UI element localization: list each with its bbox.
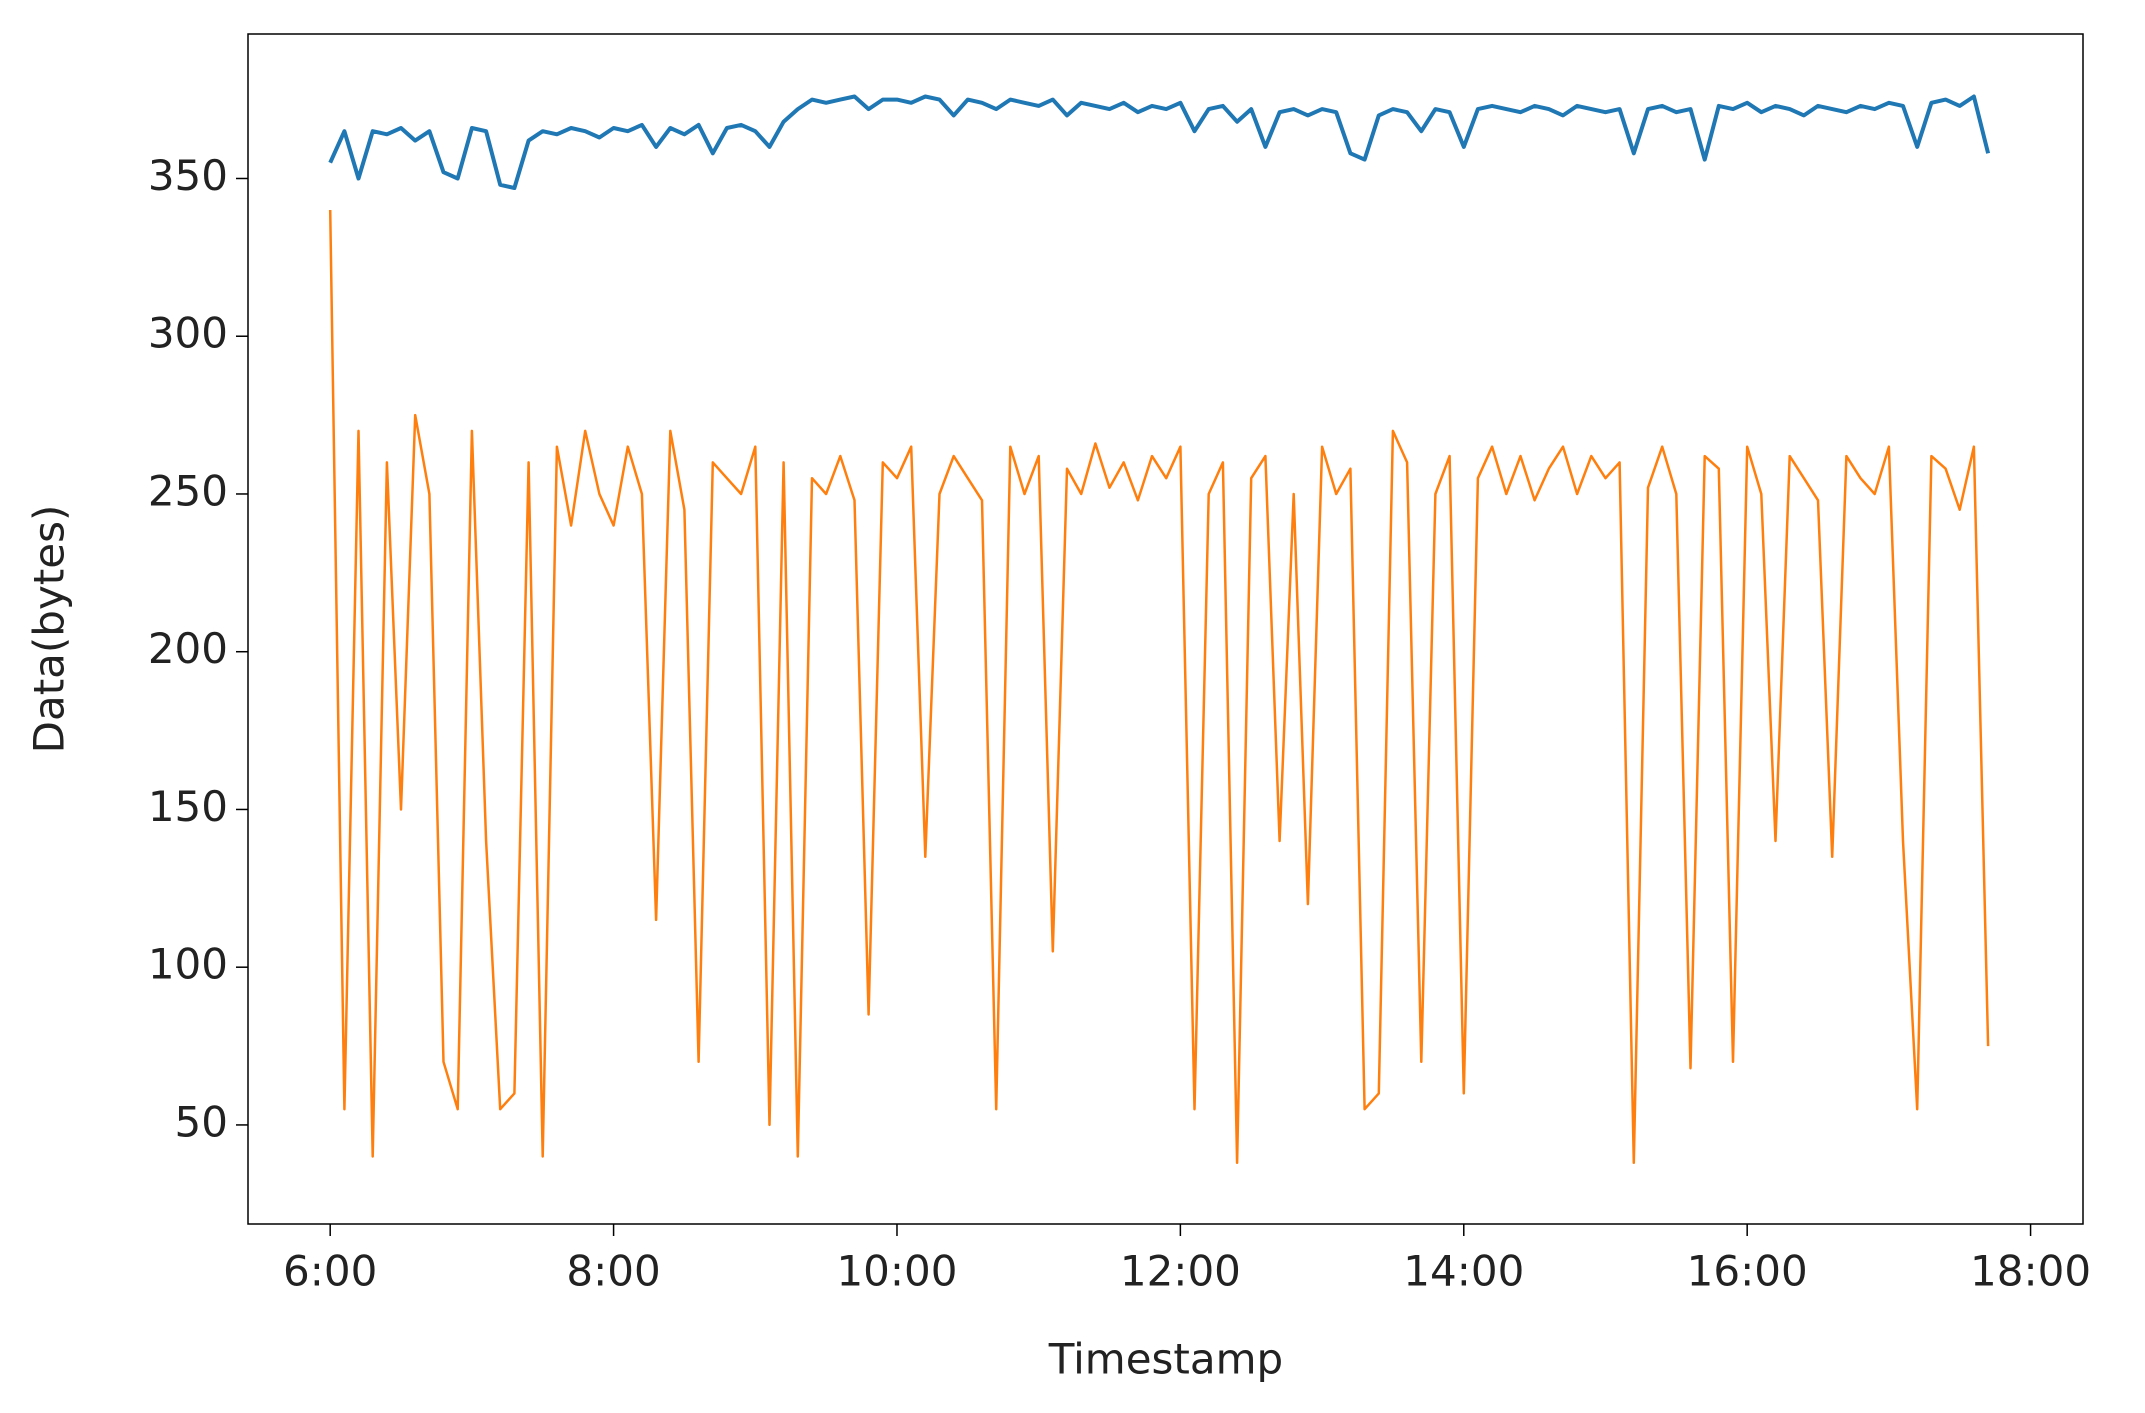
y-tick-label: 350 [148, 151, 228, 200]
x-tick-label: 10:00 [836, 1247, 957, 1296]
y-tick-label: 150 [148, 782, 228, 831]
y-tick-label: 250 [148, 466, 228, 515]
x-tick-label: 6:00 [283, 1247, 377, 1296]
y-tick-label: 100 [148, 940, 228, 989]
x-axis-label: Timestamp [1048, 1335, 1283, 1384]
plot-frame [247, 33, 2084, 1225]
x-tick-label: 8:00 [566, 1247, 660, 1296]
data-line [328, 94, 1991, 190]
data-line [328, 209, 1990, 1165]
x-tick-label: 12:00 [1120, 1247, 1241, 1296]
y-axis-label: Data(bytes) [25, 505, 74, 754]
x-tick-label: 16:00 [1687, 1247, 1808, 1296]
y-tick-label: 50 [175, 1097, 228, 1146]
y-tick-label: 200 [148, 624, 228, 673]
y-tick-label: 300 [148, 309, 228, 358]
x-tick-label: 14:00 [1403, 1247, 1524, 1296]
x-tick-label: 18:00 [1970, 1247, 2091, 1296]
